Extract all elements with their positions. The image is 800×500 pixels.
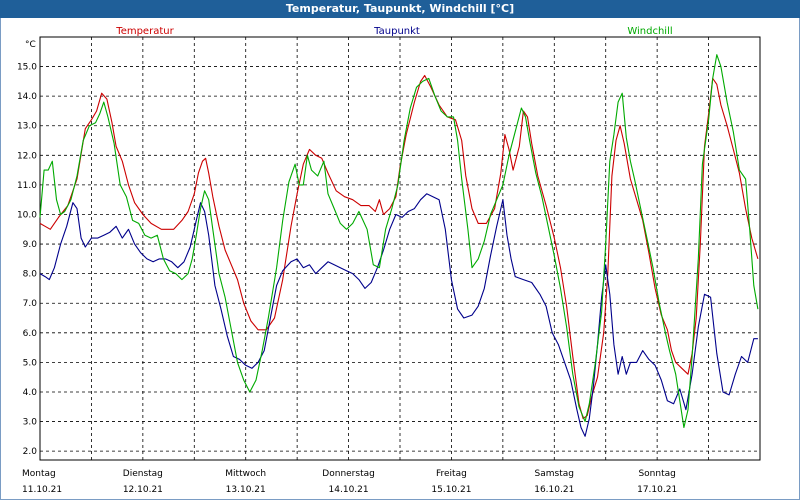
series-line-windchill	[39, 54, 759, 429]
y-tick-label: 7.0	[23, 299, 38, 309]
y-axis-unit: °C	[25, 40, 36, 50]
x-tick-date: 16.10.21	[534, 485, 574, 495]
y-tick-label: 9.0	[23, 240, 38, 250]
legend-entry: Temperatur	[115, 26, 174, 37]
plot-area-border	[39, 36, 761, 461]
x-tick-weekday: Montag	[22, 469, 56, 479]
axes	[39, 36, 761, 461]
x-tick-weekday: Dienstag	[123, 469, 163, 479]
grid	[40, 37, 760, 460]
legend-entry: Windchill	[627, 26, 672, 37]
series-layer	[39, 54, 759, 437]
y-tick-label: 13.0	[17, 122, 37, 132]
x-tick-date: 17.10.21	[637, 485, 677, 495]
y-tick-label: 14.0	[17, 92, 37, 102]
x-tick-weekday: Freitag	[436, 469, 467, 479]
y-tick-label: 15.0	[17, 63, 37, 73]
legend-entry: Taupunkt	[373, 26, 420, 37]
x-tick-weekday: Donnerstag	[322, 469, 375, 479]
y-tick-label: 11.0	[17, 181, 37, 191]
y-tick-label: 2.0	[23, 447, 38, 457]
y-tick-label: 12.0	[17, 151, 37, 161]
y-tick-label: 8.0	[23, 270, 38, 280]
series-line-temperatur	[39, 74, 759, 420]
y-tick-label: 5.0	[23, 358, 38, 368]
series-line-taupunkt	[39, 193, 758, 437]
chart-title: Temperatur, Taupunkt, Windchill [°C]	[0, 0, 800, 18]
x-tick-weekday: Samstag	[535, 469, 574, 479]
x-tick-weekday: Mittwoch	[225, 469, 266, 479]
y-tick-label: 4.0	[23, 388, 38, 398]
x-tick-date: 12.10.21	[123, 485, 163, 495]
x-tick-weekday: Sonntag	[638, 469, 675, 479]
y-tick-label: 3.0	[23, 418, 38, 428]
x-tick-date: 15.10.21	[431, 485, 471, 495]
x-tick-date: 11.10.21	[22, 485, 62, 495]
labels: 2.0 3.0 4.0 5.0 6.0 7.0 8.0 9.0 10.0 11.0 12.0 13.0…	[17, 26, 677, 495]
y-tick-label: 10.0	[17, 210, 37, 220]
x-tick-date: 14.10.21	[329, 485, 369, 495]
y-tick-label: 6.0	[23, 329, 38, 339]
x-tick-date: 13.10.21	[226, 485, 266, 495]
